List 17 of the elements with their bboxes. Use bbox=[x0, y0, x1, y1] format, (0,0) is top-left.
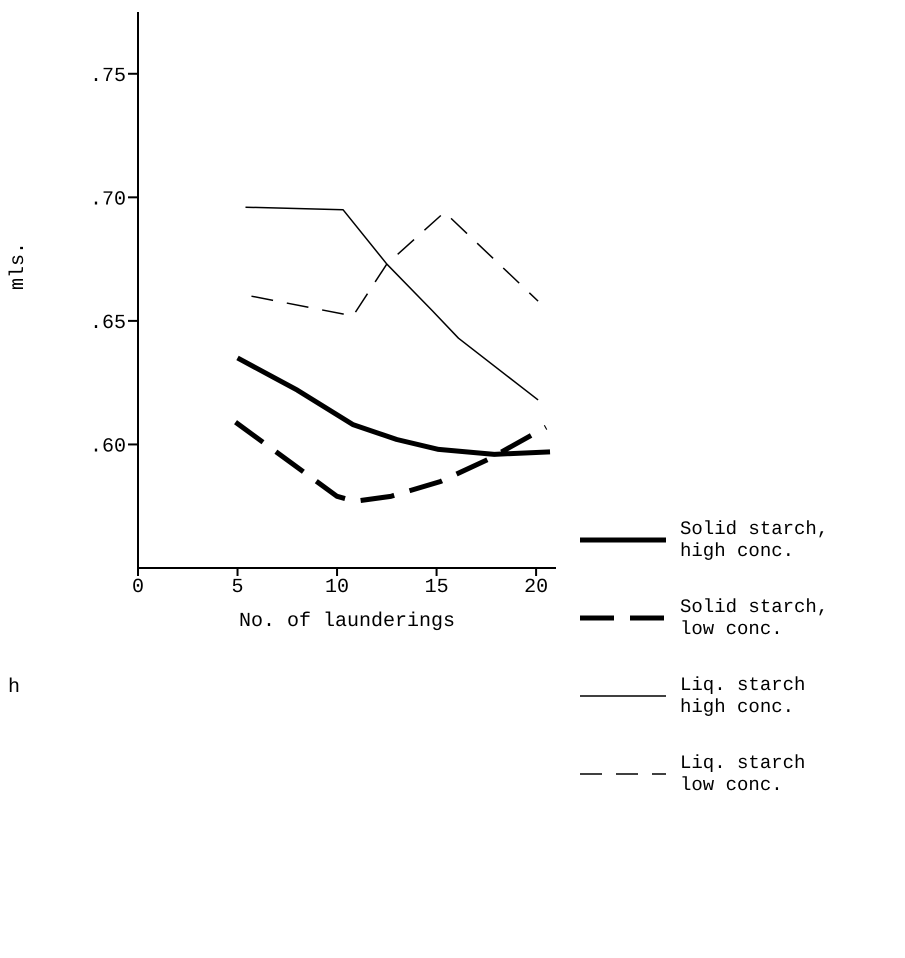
y-tick-label: .65 bbox=[90, 312, 126, 335]
y-axis-title: mls. bbox=[7, 242, 30, 290]
legend-label: Liq. starch low conc. bbox=[680, 752, 806, 796]
x-axis-title: No. of launderings bbox=[238, 610, 456, 633]
x-tick-label: 5 bbox=[232, 576, 244, 600]
y-tick-label: .75 bbox=[90, 64, 126, 88]
y-tick-label: .60 bbox=[90, 436, 126, 459]
y-tick-label: .70 bbox=[90, 188, 126, 212]
line-series bbox=[244, 206, 539, 401]
legend-label: Solid starch, high conc. bbox=[680, 518, 830, 562]
x-tick-label: 20 bbox=[524, 576, 548, 600]
x-tick-label: 10 bbox=[325, 576, 350, 600]
x-tick-label: 15 bbox=[424, 576, 449, 600]
legend-label: Liq. starch high conc. bbox=[680, 674, 806, 718]
text: h bbox=[8, 676, 20, 699]
legend-label: Solid starch, low conc. bbox=[680, 596, 830, 640]
x-tick-label: 0 bbox=[132, 576, 144, 600]
